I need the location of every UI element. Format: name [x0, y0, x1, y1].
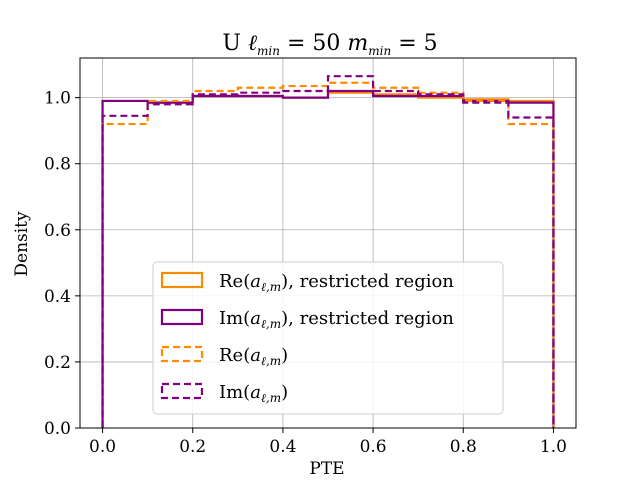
legend-swatch	[160, 345, 204, 363]
x-tick-label: 0.6	[360, 437, 387, 457]
x-axis-label: PTE	[309, 459, 344, 479]
legend-label: Im(aℓ,m)	[219, 382, 288, 405]
histogram-series	[101, 75, 555, 428]
legend-label: Re(aℓ,m), restricted region	[219, 271, 454, 294]
legend-frame	[152, 261, 504, 415]
y-tick-label: 1.0	[44, 89, 71, 109]
y-tick-label: 0.8	[44, 155, 71, 175]
legend-swatch	[160, 308, 204, 326]
histogram-series-4	[101, 75, 555, 428]
x-axis-ticks: 0.0 0.2 0.4 0.6 0.8 1.0	[89, 428, 567, 457]
y-tick-label: 0.0	[44, 419, 71, 439]
legend: Re(aℓ,m), restricted region Im(aℓ,m), res…	[152, 261, 504, 415]
chart-title: U ℓmin = 50 mmin = 5	[222, 31, 437, 58]
plot-frame	[79, 57, 577, 429]
x-tick-label: 0.2	[179, 437, 206, 457]
y-tick-label: 0.4	[44, 287, 71, 307]
legend-swatch	[160, 271, 204, 289]
y-tick-label: 0.6	[44, 221, 71, 241]
x-tick-label: 1.0	[540, 437, 567, 457]
y-axis-label: Density	[12, 211, 32, 277]
y-axis-ticks: 0.0 0.2 0.4 0.6 0.8 1.0	[44, 89, 80, 439]
legend-label: Re(aℓ,m)	[219, 345, 288, 368]
x-tick-label: 0.8	[450, 437, 477, 457]
legend-label: Im(aℓ,m), restricted region	[219, 308, 454, 331]
y-tick-label: 0.2	[44, 353, 71, 373]
legend-swatch	[160, 382, 204, 400]
x-tick-label: 0.4	[269, 437, 296, 457]
x-tick-label: 0.0	[89, 437, 116, 457]
